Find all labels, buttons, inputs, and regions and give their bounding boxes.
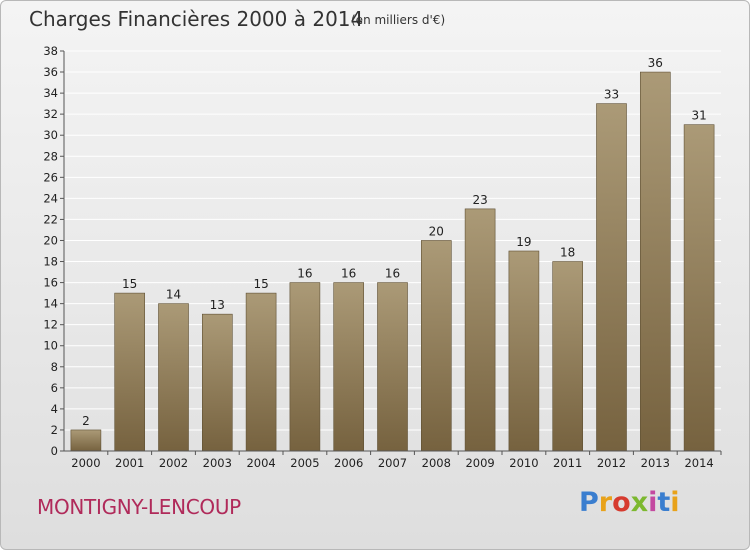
x-tick-label: 2005 [290, 456, 319, 470]
bar-value-label: 33 [604, 88, 619, 102]
x-tick-label: 2004 [246, 456, 275, 470]
x-tick-label: 2009 [465, 456, 494, 470]
bar [464, 208, 496, 452]
y-tick-label: 36 [43, 65, 58, 79]
bar [420, 240, 452, 452]
proxiti-logo[interactable]: Proxiti [579, 487, 680, 518]
y-tick-label: 30 [43, 128, 58, 142]
commune-name: MONTIGNY-LENCOUP [37, 495, 241, 519]
y-tick-label: 8 [51, 360, 58, 374]
brand-letter: i [648, 487, 658, 518]
brand-letter: t [657, 487, 671, 518]
bar [552, 261, 584, 452]
y-tick-label: 26 [43, 170, 58, 184]
x-tick-label: 2013 [641, 456, 670, 470]
y-tick-label: 10 [43, 339, 58, 353]
x-tick-label: 2000 [71, 456, 100, 470]
bar [683, 124, 715, 452]
y-tick-label: 4 [51, 402, 58, 416]
bar-value-label: 18 [560, 246, 575, 260]
brand-letter: P [579, 487, 599, 518]
brand-letter: r [598, 487, 613, 518]
bars: 2 15 14 13 15 16 16 16 20 23 19 18 33 36 31 [70, 56, 715, 452]
bar [289, 282, 321, 452]
y-tick-label: 16 [43, 276, 58, 290]
y-tick-label: 38 [43, 44, 58, 58]
y-tick-label: 6 [51, 381, 58, 395]
x-tick-label: 2014 [684, 456, 713, 470]
bar-value-label: 16 [297, 267, 312, 281]
x-axis: 2000 2001 2002 2003 2004 2005 2006 2007 2008 2009… [64, 450, 722, 470]
bar-value-label: 20 [429, 224, 444, 238]
x-tick-label: 2001 [115, 456, 144, 470]
y-tick-label: 18 [43, 255, 58, 269]
bar-value-label: 14 [166, 288, 181, 302]
brand-letter: o [612, 487, 631, 518]
bar [377, 282, 408, 452]
bar [70, 429, 102, 452]
y-tick-label: 20 [43, 233, 58, 247]
x-tick-label: 2010 [509, 456, 538, 470]
chart-title: Charges Financières 2000 à 2014 [29, 7, 364, 31]
x-tick-label: 2006 [334, 456, 363, 470]
bar-value-label: 16 [341, 267, 356, 281]
bar [508, 250, 540, 452]
bar-value-label: 2 [82, 414, 90, 428]
bar-value-label: 19 [516, 235, 531, 249]
x-tick-label: 2012 [597, 456, 626, 470]
x-tick-label: 2007 [378, 456, 407, 470]
bar-value-label: 15 [122, 277, 137, 291]
chart-subtitle: (en milliers d'€) [351, 13, 446, 27]
bar-value-label: 23 [472, 193, 487, 207]
bar [245, 292, 277, 452]
bar [158, 303, 189, 452]
bar-value-label: 15 [253, 277, 268, 291]
y-tick-label: 24 [43, 191, 58, 205]
bar [596, 103, 627, 452]
y-tick-label: 14 [43, 297, 58, 311]
x-tick-label: 2003 [203, 456, 232, 470]
y-tick-label: 28 [43, 149, 58, 163]
bar [639, 71, 671, 452]
x-tick-label: 2002 [159, 456, 188, 470]
y-tick-label: 22 [43, 212, 58, 226]
y-tick-label: 32 [43, 107, 58, 121]
bar [333, 282, 365, 452]
y-tick-label: 0 [51, 444, 58, 458]
bar-value-label: 13 [210, 298, 225, 312]
bar-value-label: 36 [648, 56, 663, 70]
x-tick-label: 2008 [422, 456, 451, 470]
bar [202, 313, 233, 452]
bar-value-label: 31 [691, 109, 706, 123]
brand-letter: i [670, 487, 680, 518]
bar [114, 292, 145, 452]
y-tick-label: 2 [51, 423, 58, 437]
x-tick-label: 2011 [553, 456, 582, 470]
bar-value-label: 16 [385, 267, 400, 281]
y-tick-label: 34 [43, 86, 58, 100]
y-tick-label: 12 [43, 318, 58, 332]
brand-letter: x [630, 487, 649, 518]
